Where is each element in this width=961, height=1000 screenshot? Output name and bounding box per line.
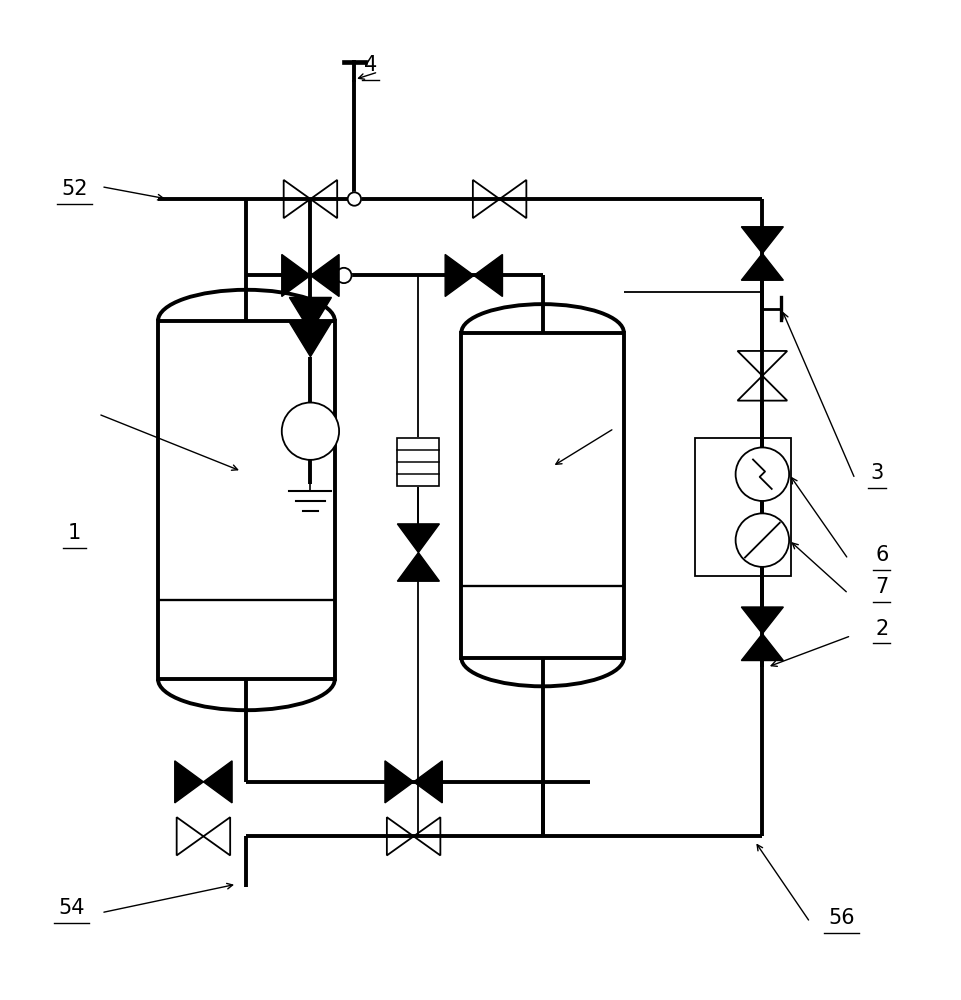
Polygon shape <box>289 297 332 332</box>
Polygon shape <box>474 254 503 296</box>
Text: 3: 3 <box>871 463 883 483</box>
Bar <box>461 333 624 658</box>
Text: 56: 56 <box>828 908 855 928</box>
Bar <box>158 321 334 679</box>
Polygon shape <box>413 761 442 803</box>
Polygon shape <box>175 761 204 803</box>
Polygon shape <box>445 254 474 296</box>
Text: 6: 6 <box>875 545 889 565</box>
Polygon shape <box>310 254 339 296</box>
Polygon shape <box>204 761 233 803</box>
Text: 54: 54 <box>59 898 85 918</box>
Polygon shape <box>741 253 783 280</box>
Polygon shape <box>741 607 783 634</box>
Circle shape <box>282 403 339 460</box>
Circle shape <box>348 192 361 206</box>
Polygon shape <box>741 227 783 253</box>
Circle shape <box>735 447 789 501</box>
Polygon shape <box>398 524 439 553</box>
Text: 2: 2 <box>875 619 888 639</box>
Polygon shape <box>741 634 783 661</box>
Bar <box>696 438 791 576</box>
Text: 4: 4 <box>364 55 378 75</box>
Polygon shape <box>289 322 332 357</box>
Text: 1: 1 <box>68 523 81 543</box>
Polygon shape <box>398 553 439 581</box>
Circle shape <box>336 268 352 283</box>
Text: 52: 52 <box>62 179 87 199</box>
Polygon shape <box>282 254 310 296</box>
Text: 7: 7 <box>875 577 888 597</box>
Bar <box>398 438 439 486</box>
Circle shape <box>735 513 789 567</box>
Polygon shape <box>385 761 413 803</box>
